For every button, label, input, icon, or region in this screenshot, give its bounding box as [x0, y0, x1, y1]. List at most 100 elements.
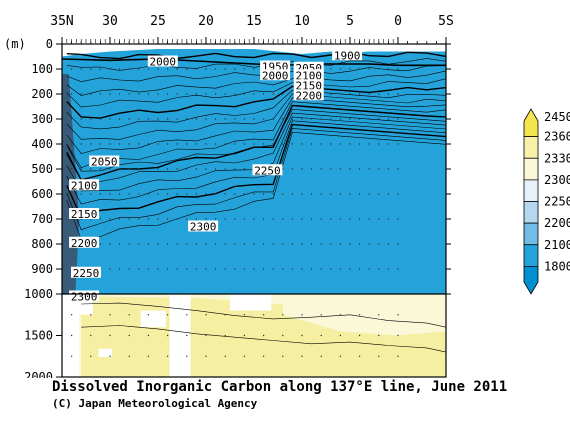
sample-dot [166, 118, 169, 120]
sample-dot [253, 68, 255, 70]
sample-dot [234, 168, 236, 170]
sample-dot [109, 68, 111, 70]
sample-dot [224, 268, 226, 270]
sample-dot [224, 218, 226, 220]
sample-dot [301, 334, 303, 337]
sample-dot [186, 268, 188, 270]
sample-dot [99, 193, 102, 195]
contour-line [66, 97, 446, 154]
contour-label: 2150 [295, 79, 322, 92]
sample-dot [70, 143, 73, 145]
sample-dot [147, 355, 150, 357]
sample-dot [291, 118, 294, 120]
sample-dot [310, 218, 313, 220]
sample-dot [90, 314, 92, 316]
sample-dot [118, 268, 121, 270]
sample-dot [387, 68, 390, 70]
contour-label-bg [147, 55, 178, 67]
sample-dot [147, 143, 150, 145]
colorbar-swatch [523, 244, 539, 267]
sample-dot [138, 168, 140, 170]
sample-dot [166, 355, 169, 357]
contour-label-bg [293, 69, 324, 81]
sample-dot [291, 243, 294, 245]
sample-dot [243, 168, 246, 170]
sample-dot [397, 118, 399, 120]
contour-label: 2300 [190, 221, 217, 234]
sample-dot [262, 118, 265, 120]
y-tick-label: 100 [31, 62, 53, 76]
sample-dot [243, 118, 246, 120]
sample-dot [214, 193, 217, 195]
sample-dot [262, 268, 265, 270]
colorbar-swatch [523, 136, 539, 159]
sample-dot [358, 193, 361, 195]
no-data-box [98, 348, 112, 358]
sample-dot [224, 355, 226, 357]
sample-dot [90, 193, 92, 195]
sample-dot [205, 118, 207, 120]
sample-dot [166, 314, 169, 316]
sample-dot [128, 334, 130, 337]
sample-dot [176, 268, 178, 270]
sample-dot [80, 143, 82, 145]
sample-dot [387, 243, 390, 245]
x-tick-label: 35N [50, 14, 73, 29]
colorbar-swatch [523, 108, 539, 138]
sample-dot [80, 193, 82, 195]
sample-dot [118, 243, 121, 245]
sample-dot [224, 143, 226, 145]
sample-dot [397, 143, 399, 145]
sample-dot [378, 314, 380, 316]
sample-dot [262, 218, 265, 220]
sample-dot [368, 193, 370, 195]
colorbar-label: 2450 [544, 110, 570, 124]
sample-dot [291, 218, 294, 220]
sample-dot [291, 143, 294, 145]
sample-dot [387, 268, 390, 270]
sample-dot [330, 118, 332, 120]
sample-dot [166, 218, 169, 220]
contour-label: 2050 [91, 156, 118, 169]
sample-dot [195, 218, 198, 220]
sample-dot [358, 314, 361, 316]
colorbar-label: 2330 [544, 151, 570, 165]
sample-dot [301, 243, 303, 245]
sample-dot [176, 143, 178, 145]
sample-dot [186, 93, 188, 95]
sample-dot [118, 118, 121, 120]
sample-dot [214, 68, 217, 70]
sample-dot [70, 193, 73, 195]
sample-dot [234, 143, 236, 145]
sample-dot [128, 68, 130, 70]
y-tick-label: 200 [31, 87, 53, 101]
sample-dot [186, 118, 188, 120]
contour-label: 2200 [71, 237, 98, 250]
sample-dot [138, 218, 140, 220]
sample-dot [397, 355, 399, 357]
sample-dot [349, 218, 351, 220]
sample-dot [186, 218, 188, 220]
sample-dot [368, 268, 370, 270]
contour-label-bg [188, 220, 219, 232]
sample-dot [128, 314, 130, 316]
sample-dot [90, 355, 92, 357]
x-tick-label: 5 [346, 14, 354, 29]
sample-dot [214, 243, 217, 245]
contour-label: 2250 [254, 164, 281, 177]
contour-label-bg [69, 290, 100, 302]
contour-line [66, 104, 446, 181]
sample-dot [253, 218, 255, 220]
sample-dot [147, 334, 150, 337]
sample-dot [301, 168, 303, 170]
sample-dot [262, 314, 265, 316]
sample-dot [320, 118, 322, 120]
sample-dot [70, 314, 73, 316]
colorbar-swatch [523, 179, 539, 202]
colorbar-swatch [523, 222, 539, 246]
sample-dot [378, 193, 380, 195]
sample-dot [349, 168, 351, 170]
sample-dot [243, 218, 246, 220]
sample-dot [310, 143, 313, 145]
sample-dot [166, 268, 169, 270]
